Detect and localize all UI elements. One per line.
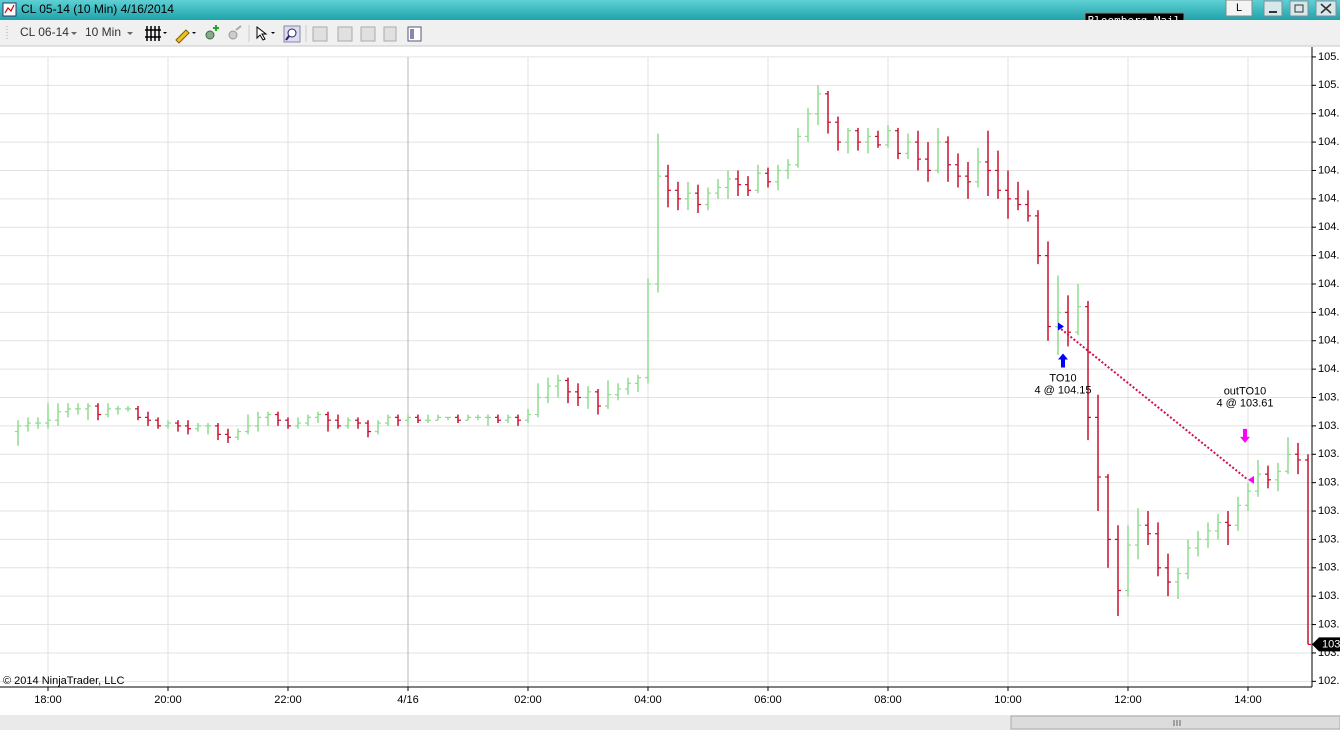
y-tick-label: 105. bbox=[1318, 79, 1339, 91]
y-tick-label: 103. bbox=[1318, 420, 1339, 432]
grid bbox=[0, 56, 1312, 687]
toolbar-grey-buttons[interactable] bbox=[312, 26, 422, 42]
drawing-tool-button[interactable] bbox=[175, 29, 196, 44]
y-tick-label: 104. bbox=[1318, 335, 1339, 347]
y-tick-label: 104. bbox=[1318, 306, 1339, 318]
x-tick-label: 20:00 bbox=[154, 694, 182, 706]
strategy-button[interactable] bbox=[228, 25, 242, 40]
trade-connector bbox=[1057, 325, 1249, 481]
restore-button[interactable] bbox=[1289, 0, 1309, 17]
x-tick-label: 08:00 bbox=[874, 694, 902, 706]
x-tick-label: 4/16 bbox=[397, 694, 418, 706]
cursor-button[interactable] bbox=[256, 25, 275, 41]
last-price-label: 103 bbox=[1322, 638, 1340, 650]
dropdown-arrow[interactable] bbox=[127, 32, 133, 35]
trade-fill: 4 @ 104.15 bbox=[1034, 384, 1091, 396]
app-icon-glyph bbox=[4, 4, 15, 14]
window-title: CL 05-14 (10 Min) 4/16/2014 bbox=[21, 2, 174, 16]
trade-name: outTO10 bbox=[1224, 386, 1267, 398]
y-tick-label: 104. bbox=[1318, 193, 1339, 205]
interval-selector[interactable]: 10 Min bbox=[85, 25, 121, 39]
copyright: © 2014 NinjaTrader, LLC bbox=[3, 675, 124, 687]
instrument-selector[interactable]: CL 06-14 bbox=[20, 25, 69, 39]
y-tick-label: 104. bbox=[1318, 136, 1339, 148]
last-price-tag bbox=[1312, 637, 1340, 652]
y-tick-label: 104. bbox=[1318, 108, 1339, 120]
scrollbar-track[interactable] bbox=[0, 715, 1340, 730]
y-tick-label: 103. bbox=[1318, 533, 1339, 545]
y-tick-label: 103. bbox=[1318, 505, 1339, 517]
y-tick-label: 105. bbox=[1318, 51, 1339, 63]
close-glyph bbox=[1320, 3, 1332, 14]
entry-marker bbox=[1058, 322, 1064, 331]
y-tick-label: 103. bbox=[1318, 618, 1339, 630]
add-indicator-button[interactable] bbox=[205, 25, 219, 40]
y-tick-label: 104. bbox=[1318, 363, 1339, 375]
x-tick-label: 10:00 bbox=[994, 694, 1022, 706]
x-tick-label: 12:00 bbox=[1114, 694, 1142, 706]
x-tick-label: 06:00 bbox=[754, 694, 782, 706]
y-tick-label: 104. bbox=[1318, 221, 1339, 233]
price-bars bbox=[15, 85, 1311, 646]
y-tick-label: 103. bbox=[1318, 448, 1339, 460]
y-tick-label: 103. bbox=[1318, 477, 1339, 489]
y-tick-label: 103. bbox=[1318, 391, 1339, 403]
x-tick-label: 04:00 bbox=[634, 694, 662, 706]
entry-arrow bbox=[1058, 353, 1068, 368]
dropdown-arrow[interactable] bbox=[71, 32, 77, 35]
minimize-button[interactable] bbox=[1263, 0, 1283, 17]
zoom-button[interactable] bbox=[283, 25, 301, 43]
link-button[interactable] bbox=[1225, 0, 1253, 17]
title-bar bbox=[0, 0, 1340, 20]
exit-marker bbox=[1248, 475, 1254, 484]
x-tick-label: 22:00 bbox=[274, 694, 302, 706]
x-tick-label: 18:00 bbox=[34, 694, 62, 706]
scrollbar-grip bbox=[1173, 720, 1181, 726]
trade-fill: 4 @ 103.61 bbox=[1216, 398, 1273, 410]
trade-name: TO10 bbox=[1049, 372, 1076, 384]
chart-panel bbox=[0, 47, 1340, 715]
exit-arrow bbox=[1240, 428, 1250, 443]
chart-style-button[interactable] bbox=[145, 26, 167, 41]
y-tick-label: 103. bbox=[1318, 590, 1339, 602]
scrollbar-thumb[interactable] bbox=[1010, 715, 1340, 730]
y-tick-label: 104. bbox=[1318, 278, 1339, 290]
x-tick-label: 02:00 bbox=[514, 694, 542, 706]
x-tick-label: 14:00 bbox=[1234, 694, 1262, 706]
y-tick-label: 104. bbox=[1318, 250, 1339, 262]
y-tick-label: 104. bbox=[1318, 164, 1339, 176]
y-tick-label: 103. bbox=[1318, 562, 1339, 574]
y-tick-label: 102. bbox=[1318, 675, 1339, 687]
restore-glyph bbox=[1294, 4, 1304, 13]
axes: 105. 105. 104. 104. 104. 104. 104. 104. 104. 104.… bbox=[34, 51, 1340, 706]
link-label[interactable]: L bbox=[1236, 2, 1242, 14]
toolbar bbox=[0, 20, 1340, 46]
